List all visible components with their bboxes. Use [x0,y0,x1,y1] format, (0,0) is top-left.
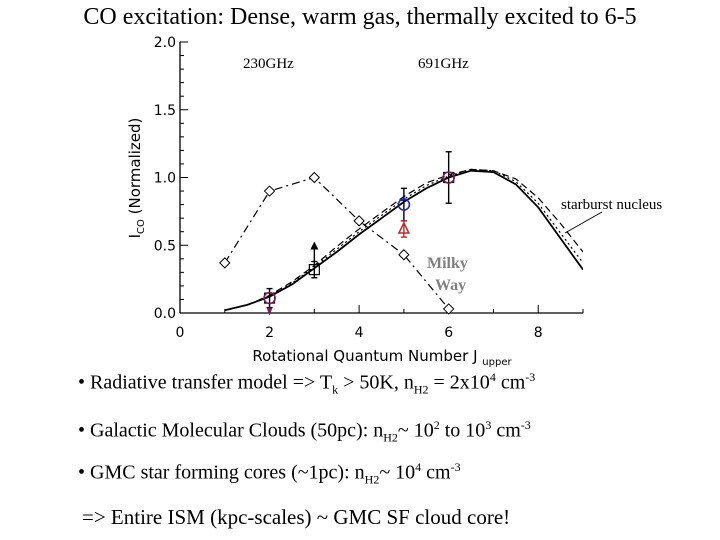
square-marker [308,264,320,276]
milky-way-label-line1: Milky [427,255,468,272]
bullet-radiative-transfer: • Radiative transfer model => Tk > 50K, … [78,370,536,397]
y-tick-label: 1.5 [154,103,176,119]
j5-red [397,220,411,238]
series-milky-way [224,176,450,310]
j2-data [263,287,276,316]
starburst-label: starburst nucleus [561,197,662,213]
y-axis-label: ICO (Normalized) [126,118,147,239]
y-tick-label: 2.0 [154,35,176,51]
j6-data [442,151,455,204]
y-tick-label: 0.0 [154,306,176,322]
milky-way-point [353,215,365,227]
freq-691-label: 691GHz [418,56,469,72]
chart-curves [219,168,583,315]
x-tick-label: 6 [444,325,453,341]
milky-way-point [219,257,231,269]
chart-annotations: 230GHz 691GHz starburst nucleus Milky Way [243,56,662,294]
bullet-galactic-clouds: • Galactic Molecular Clouds (50pc): nH2~… [78,418,531,445]
milky-way-point [263,185,276,197]
slide-title: CO excitation: Dense, warm gas, thermall… [83,4,637,30]
y-tick-label: 0.5 [154,238,176,254]
j3-data [308,241,320,279]
milky-way-point [308,171,321,184]
x-axis-label: Rotational Quantum Number J upper [252,347,512,368]
x-tick-label: 0 [176,325,185,341]
y-tick-label: 1.0 [154,171,176,187]
triangle-marker [397,221,411,234]
circle-marker [397,198,411,211]
bullet-gmc-cores: • GMC star forming cores (~1pc): nH2~ 10… [78,460,461,487]
lower-arrowhead [266,307,273,316]
freq-230-label: 230GHz [243,56,294,72]
milky-way-point [442,303,455,315]
circle-marker [442,171,455,184]
circle-marker [263,291,276,305]
conclusion-line: => Entire ISM (kpc-scales) ~ GMC SF clou… [82,505,511,529]
chart-axes: 0 2 4 6 8 0.0 0.5 1.0 1.5 2.0 Rotational Quantum N… [126,35,584,368]
x-tick-label: 2 [265,325,274,341]
x-tick-label: 4 [355,325,364,341]
co-excitation-chart: 0 2 4 6 8 0.0 0.5 1.0 1.5 2.0 Rotational Quantum N… [126,35,662,368]
upper-limit-arrowhead [310,241,319,250]
milky-way-point [398,249,410,261]
starburst-pointer [564,211,603,234]
milky-way-label-line2: Way [435,277,466,294]
chart-markers [263,151,455,316]
x-tick-label: 8 [534,325,543,341]
